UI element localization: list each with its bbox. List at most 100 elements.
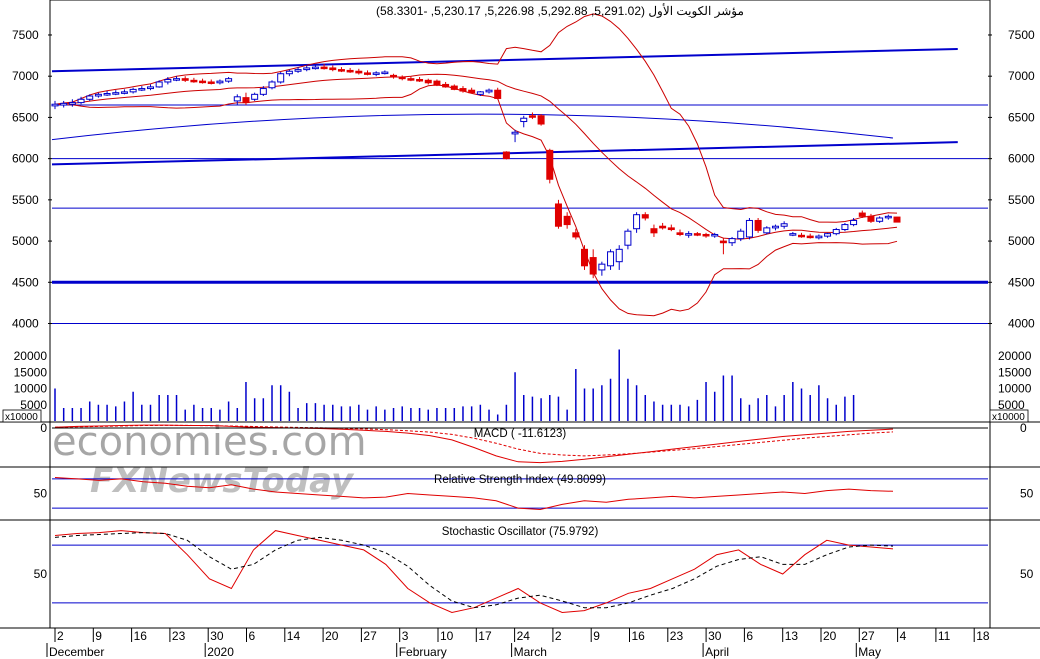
candlestick <box>459 86 467 93</box>
price-tick-right: 5500 <box>1008 193 1035 207</box>
x-tick-label: 13 <box>785 629 799 643</box>
candlestick <box>745 217 753 240</box>
candle-body <box>199 80 207 84</box>
candlestick <box>146 84 154 91</box>
candle-body <box>676 232 684 235</box>
candlestick <box>294 67 302 73</box>
month-label: April <box>705 645 729 659</box>
trend-curve <box>51 113 894 141</box>
candle-body <box>806 235 814 239</box>
candle-body <box>563 215 571 226</box>
candle-body <box>190 79 198 83</box>
candlestick <box>468 87 476 94</box>
candle-body <box>693 233 701 236</box>
candle-body <box>173 78 181 81</box>
price-tick-left: 6000 <box>12 152 39 166</box>
candlestick <box>372 71 380 77</box>
candlestick <box>311 64 319 70</box>
candlestick <box>450 84 458 91</box>
candlestick <box>528 112 536 120</box>
candlestick <box>546 148 554 184</box>
candle-body <box>502 151 510 160</box>
candle-body <box>390 74 398 78</box>
rsi-title: Relative Strength Index (49.8099) <box>434 474 606 486</box>
x-tick-label: 10 <box>440 629 454 643</box>
candle-body <box>711 233 719 237</box>
candle-body <box>520 117 528 123</box>
candlestick <box>884 214 892 220</box>
candle-body <box>86 95 94 100</box>
candle-body <box>329 67 337 71</box>
month-label: December <box>49 645 104 659</box>
candlestick <box>242 92 250 106</box>
price-tick-right: 4000 <box>1008 317 1035 331</box>
candlestick <box>329 65 337 72</box>
trend-line-upper <box>51 47 958 73</box>
indicator-tick-right: 50 <box>1020 567 1034 581</box>
price-tick-left: 6500 <box>12 110 39 124</box>
indicator-tick-left: 50 <box>34 487 48 501</box>
candle-body <box>476 91 484 95</box>
candlestick <box>858 210 866 218</box>
candlestick <box>199 78 207 84</box>
x-tick-label: 30 <box>210 629 224 643</box>
candle-body <box>51 103 59 107</box>
price-tick-right: 6000 <box>1008 152 1035 166</box>
x-tick-label: 23 <box>670 629 684 643</box>
x-tick-label: 20 <box>325 629 339 643</box>
month-label: 2020 <box>207 645 234 659</box>
candlestick <box>806 233 814 239</box>
candlestick <box>416 77 424 82</box>
candlestick <box>798 232 806 238</box>
candlestick <box>520 115 528 128</box>
candle-body <box>433 80 441 86</box>
x-tick-label: 2 <box>555 629 562 643</box>
indicator-tick-left: 0 <box>40 421 47 435</box>
indicator-tick-right: 0 <box>1020 421 1027 435</box>
candle-body <box>815 235 823 239</box>
candle-body <box>824 233 832 237</box>
candlestick <box>337 67 345 73</box>
candlestick <box>277 72 285 84</box>
candlestick <box>164 77 172 85</box>
volume-tick-right: 15000 <box>998 365 1032 379</box>
bollinger-bands <box>54 13 898 317</box>
candlestick <box>60 100 68 108</box>
candlestick <box>173 76 181 82</box>
candle-body <box>641 214 649 219</box>
volume-tick-right: 10000 <box>998 382 1032 396</box>
x-tick-label: 4 <box>900 629 907 643</box>
candle-body <box>607 251 615 267</box>
candlestick <box>789 232 797 237</box>
x-tick-label: 30 <box>708 629 722 643</box>
candle-body <box>667 227 675 231</box>
bollinger-upper <box>54 13 898 223</box>
price-tick-left: 5000 <box>12 234 39 248</box>
candlestick <box>867 213 875 223</box>
candle-body <box>303 67 311 71</box>
candlestick <box>346 67 354 73</box>
x-tick-label: 2 <box>57 629 64 643</box>
candlestick <box>424 78 432 85</box>
candle-body <box>598 263 606 271</box>
candlestick <box>554 199 562 229</box>
candle-body <box>780 223 788 227</box>
candle-body <box>207 81 215 84</box>
candle-body <box>546 149 554 180</box>
candlestick <box>285 69 293 77</box>
candle-body <box>789 233 797 236</box>
candlestick <box>216 79 224 85</box>
candlestick <box>771 224 779 231</box>
candlestick <box>685 231 693 238</box>
x-tick-label: 23 <box>172 629 186 643</box>
candle-body <box>633 214 641 230</box>
candle-body <box>581 248 589 267</box>
x-tick-label: 16 <box>632 629 646 643</box>
volume-tick-left: 20000 <box>14 349 48 363</box>
candle-body <box>624 230 632 246</box>
candle-body <box>763 227 771 234</box>
candle-body <box>719 240 727 244</box>
candle-body <box>485 89 493 93</box>
